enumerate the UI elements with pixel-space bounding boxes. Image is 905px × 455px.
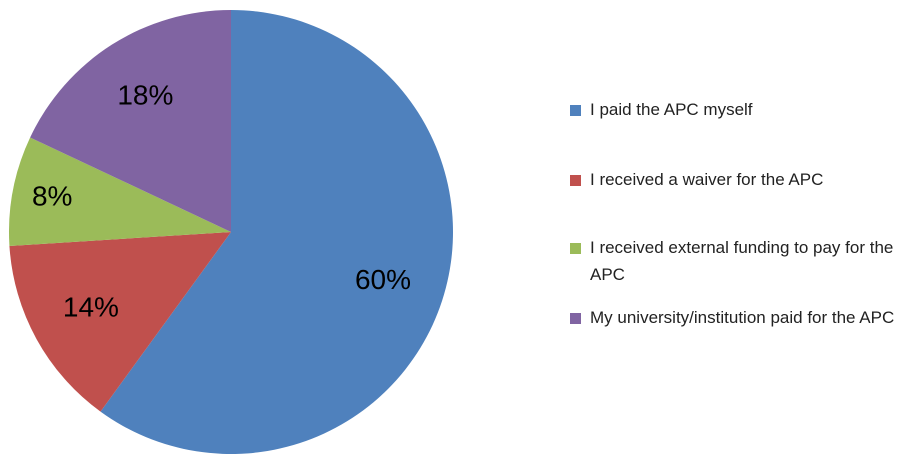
pie-slice	[8, 137, 231, 246]
legend-item: I paid the APC myself	[570, 100, 895, 123]
legend-item: My university/institution paid for the A…	[570, 308, 895, 331]
legend-item: I received a waiver for the APC	[570, 170, 895, 193]
data-label: 8%	[32, 180, 72, 211]
pie-slice	[9, 232, 232, 412]
legend-swatch	[570, 175, 581, 186]
legend-swatch	[570, 313, 581, 324]
legend-label: I received a waiver for the APC	[590, 170, 824, 189]
pie-slice	[100, 10, 454, 454]
pie-slice	[30, 10, 232, 232]
data-label: 18%	[117, 79, 173, 110]
data-label: 14%	[63, 291, 119, 322]
legend-label: I received external funding to pay for t…	[590, 238, 894, 284]
legend-swatch	[570, 105, 581, 116]
legend-label: I paid the APC myself	[590, 100, 753, 119]
legend-item: I received external funding to pay for t…	[570, 238, 895, 288]
legend-swatch	[570, 243, 581, 254]
data-label: 60%	[355, 264, 411, 295]
legend-label: My university/institution paid for the A…	[590, 308, 895, 327]
